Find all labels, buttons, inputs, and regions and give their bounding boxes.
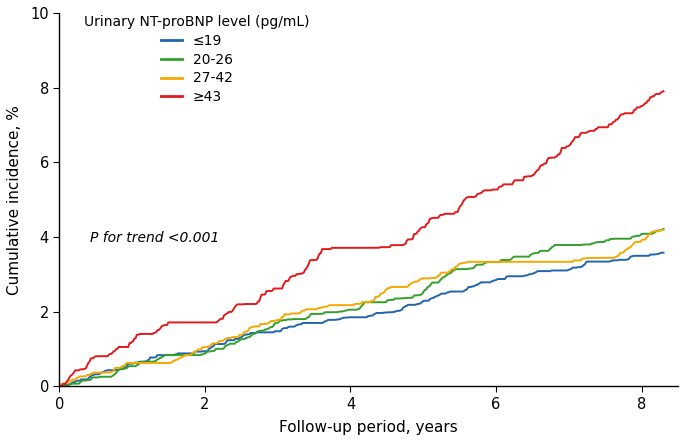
20-26 [382, 300, 390, 305]
≥43 [342, 245, 351, 251]
20-26 [342, 308, 351, 313]
20-26 [346, 307, 354, 312]
≤19 [657, 250, 665, 255]
≥43 [551, 155, 559, 160]
27-42 [660, 227, 668, 232]
≤19 [55, 384, 64, 389]
Line: ≥43: ≥43 [60, 91, 664, 386]
X-axis label: Follow-up period, years: Follow-up period, years [279, 420, 458, 435]
Text: P for trend <0.001: P for trend <0.001 [90, 231, 220, 245]
Line: 20-26: 20-26 [60, 229, 664, 386]
20-26 [55, 384, 64, 389]
≥43 [645, 98, 653, 103]
Legend: ≤19, 20-26, 27-42, ≥43: ≤19, 20-26, 27-42, ≥43 [84, 15, 310, 104]
20-26 [660, 226, 668, 232]
27-42 [415, 278, 423, 283]
≥43 [415, 228, 423, 233]
Line: ≤19: ≤19 [60, 253, 664, 386]
Line: 27-42: 27-42 [60, 230, 664, 386]
27-42 [342, 302, 351, 308]
27-42 [382, 287, 390, 292]
≤19 [551, 268, 559, 273]
≤19 [645, 253, 653, 259]
≤19 [342, 315, 351, 320]
20-26 [645, 231, 653, 236]
≥43 [55, 384, 64, 389]
27-42 [645, 232, 653, 238]
≥43 [660, 88, 668, 94]
20-26 [551, 242, 559, 248]
Y-axis label: Cumulative incidence, %: Cumulative incidence, % [7, 105, 22, 294]
27-42 [55, 384, 64, 389]
27-42 [551, 259, 559, 264]
≤19 [660, 250, 668, 255]
27-42 [346, 302, 354, 308]
≥43 [346, 245, 354, 251]
≤19 [346, 315, 354, 320]
20-26 [415, 293, 423, 298]
≤19 [415, 301, 423, 306]
≤19 [382, 310, 390, 315]
≥43 [382, 244, 390, 250]
